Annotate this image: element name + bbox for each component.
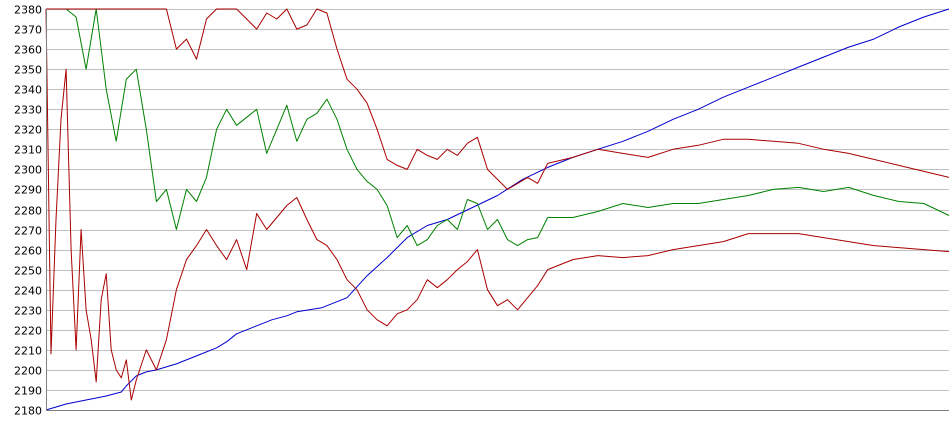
y-tick-label: 2320 xyxy=(14,124,42,137)
y-tick-label: 2360 xyxy=(14,44,42,57)
y-tick-label: 2270 xyxy=(14,225,42,238)
series-line-4 xyxy=(45,8,950,401)
y-tick-label: 2210 xyxy=(14,345,42,358)
y-tick-label: 2290 xyxy=(14,184,42,197)
y-tick-label: 2240 xyxy=(14,285,42,298)
series-line-3 xyxy=(46,8,950,190)
y-tick-label: 2230 xyxy=(14,305,42,318)
y-tick-label: 2310 xyxy=(14,144,42,157)
y-axis-tick-labels: 2180 2190 2200 2210 2220 2230 2240 2250 2260 2270… xyxy=(14,4,42,418)
series-line-1 xyxy=(45,8,950,411)
y-tick-label: 2350 xyxy=(14,64,42,77)
y-tick-label: 2300 xyxy=(14,164,42,177)
y-tick-label: 2190 xyxy=(14,385,42,398)
y-tick-label: 2250 xyxy=(14,265,42,278)
y-tick-label: 2260 xyxy=(14,245,42,258)
y-tick-label: 2280 xyxy=(14,205,42,218)
y-tick-label: 2180 xyxy=(14,405,42,418)
y-tick-label: 2330 xyxy=(14,104,42,117)
y-tick-label: 2380 xyxy=(14,4,42,17)
y-tick-label: 2200 xyxy=(14,365,42,378)
y-tick-label: 2340 xyxy=(14,84,42,97)
chart-grid xyxy=(46,9,949,411)
y-tick-label: 2220 xyxy=(14,325,42,338)
series-line-2 xyxy=(46,8,950,247)
y-tick-label: 2370 xyxy=(14,24,42,37)
chart-series xyxy=(45,8,950,411)
